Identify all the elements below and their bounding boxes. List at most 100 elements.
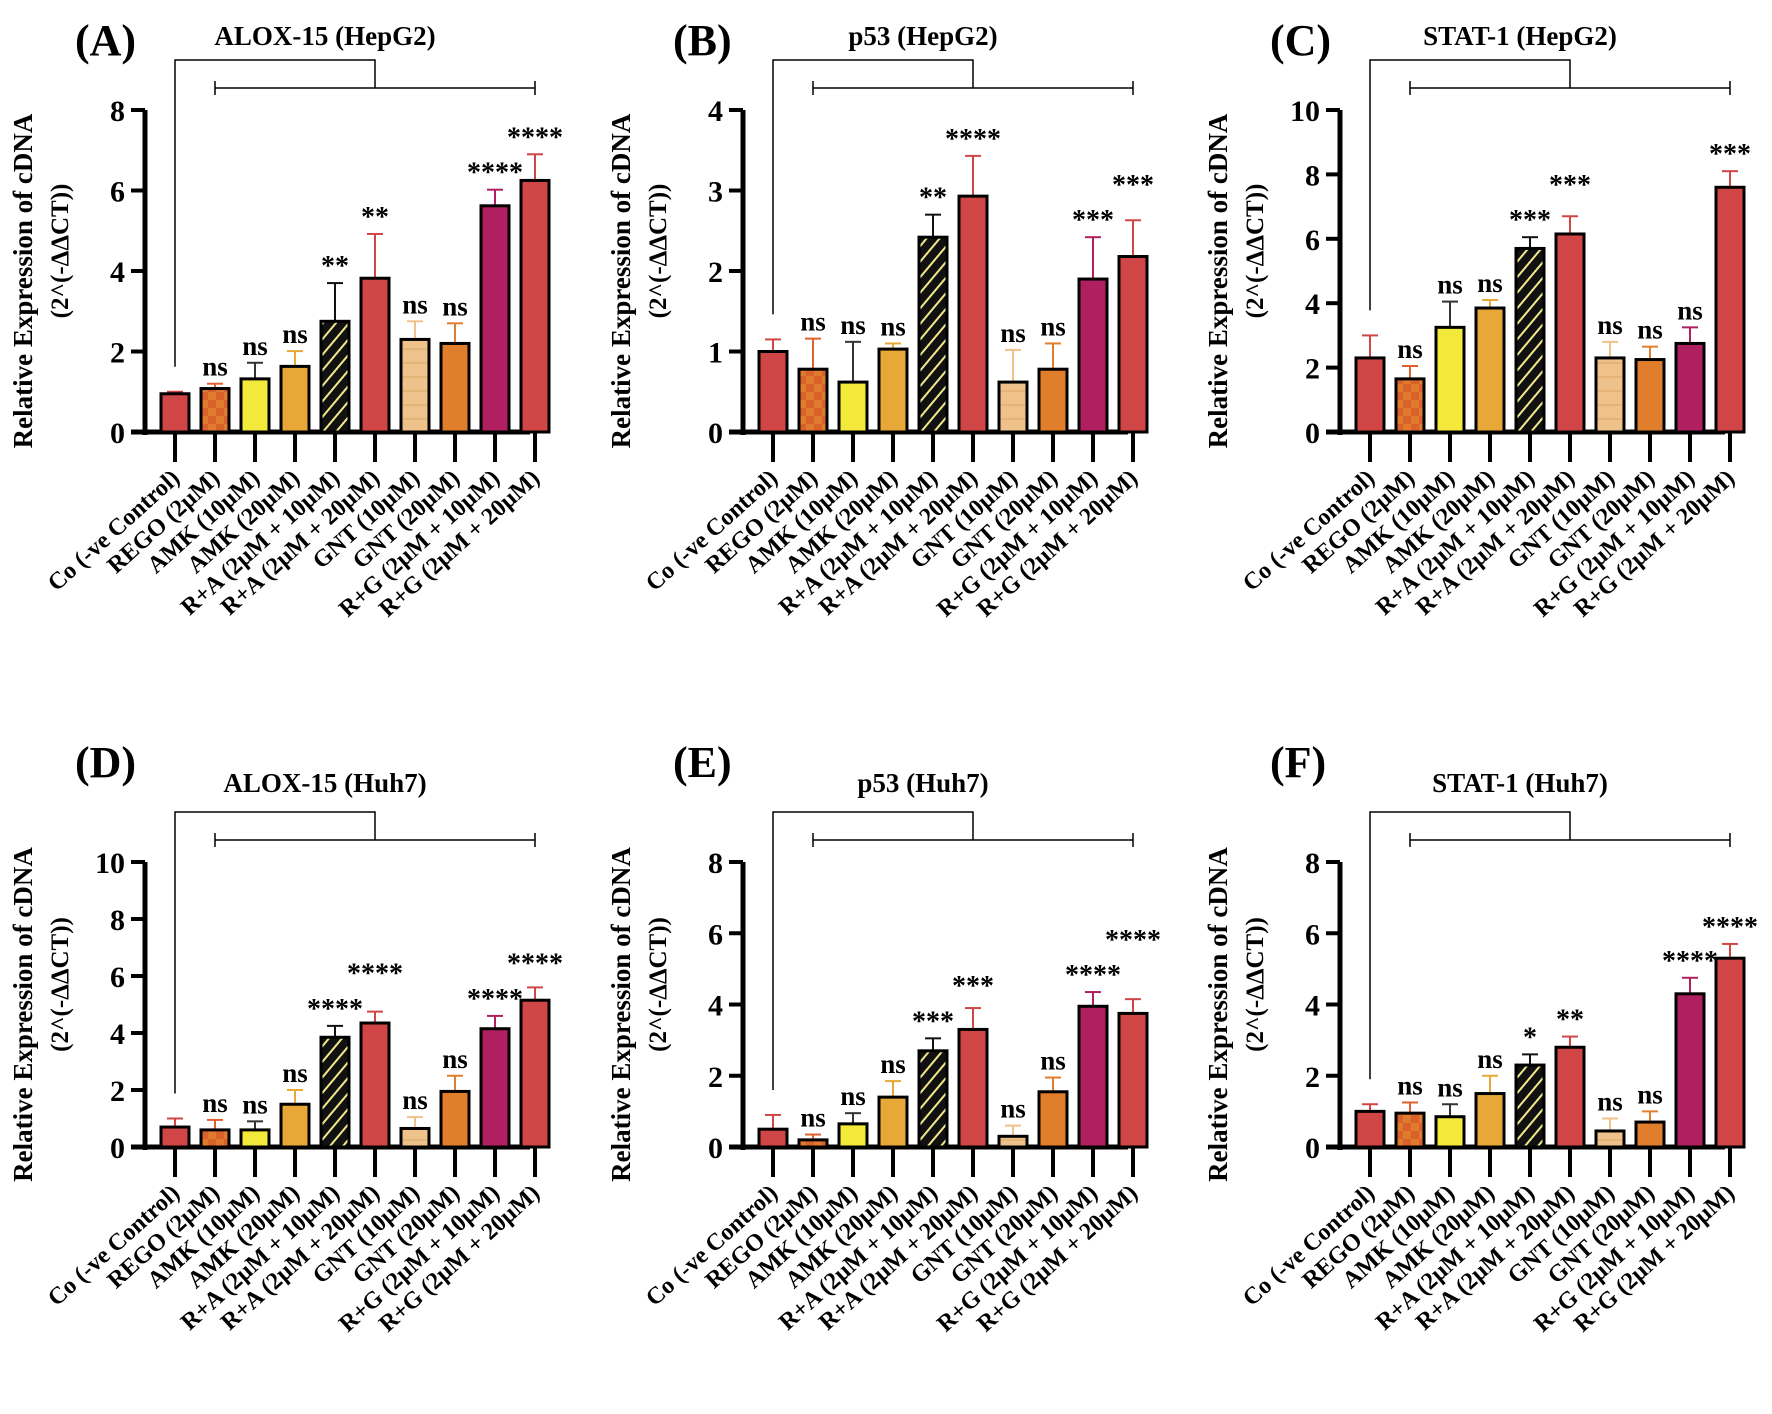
y-tick-label: 2 xyxy=(1305,1061,1320,1094)
chart-panel: (C) STAT-1 (HepG2) Relative Expression of … xyxy=(1203,16,1751,622)
bar xyxy=(1037,1090,1069,1149)
significance-label: ns xyxy=(442,1044,468,1074)
significance-label: *** xyxy=(1709,139,1751,170)
bar xyxy=(837,1122,869,1149)
bar xyxy=(917,235,949,434)
significance-label: *** xyxy=(1549,170,1591,201)
bar xyxy=(797,1138,829,1149)
significance-label: ns xyxy=(800,307,826,337)
significance-label: **** xyxy=(1105,925,1161,956)
bar xyxy=(837,380,869,434)
significance-label: ns xyxy=(1040,311,1066,341)
chart-panel: (D) ALOX-15 (Huh7) Relative Expression of … xyxy=(8,738,563,1337)
chart-panel: (B) p53 (HepG2) Relative Expression of cDN… xyxy=(606,16,1154,622)
y-tick-label: 8 xyxy=(110,904,125,937)
significance-label: ** xyxy=(361,202,389,233)
chart-title: p53 (Huh7) xyxy=(857,768,988,798)
significance-label: **** xyxy=(507,949,563,980)
bar xyxy=(1714,956,1746,1149)
y-axis-label: Relative Expression of cDNA xyxy=(606,847,636,1182)
y-axis-label: Relative Expression of cDNA xyxy=(1203,113,1233,448)
y-axis-label-2: (2^(-ΔΔCT)) xyxy=(47,917,74,1052)
bar xyxy=(877,347,909,434)
bar xyxy=(1514,246,1546,434)
y-tick-label: 0 xyxy=(1305,417,1320,450)
bar xyxy=(1117,1011,1149,1149)
bar xyxy=(957,194,989,434)
significance-label: *** xyxy=(912,1006,954,1037)
bar xyxy=(1674,992,1706,1149)
bar xyxy=(439,1089,471,1149)
y-axis-label: Relative Expression of cDNA xyxy=(606,113,636,448)
comparison-bracket xyxy=(174,811,376,1094)
significance-label: ns xyxy=(282,1058,308,1088)
y-tick-label: 2 xyxy=(110,337,125,370)
significance-label: **** xyxy=(1702,912,1758,943)
bar xyxy=(1077,277,1109,434)
panel-label: (B) xyxy=(673,16,732,65)
y-tick-label: 6 xyxy=(110,961,125,994)
significance-label: **** xyxy=(945,124,1001,155)
comparison-bracket xyxy=(772,811,974,1090)
significance-label: *** xyxy=(1112,170,1154,201)
bar xyxy=(399,337,431,434)
comparison-bracket xyxy=(1369,59,1571,311)
bar xyxy=(917,1049,949,1149)
bar xyxy=(1554,232,1586,434)
y-tick-label: 8 xyxy=(1305,159,1320,192)
significance-label: *** xyxy=(1509,205,1551,236)
y-tick-label: 0 xyxy=(110,1132,125,1165)
significance-label: ns xyxy=(1637,315,1663,345)
y-tick-label: 6 xyxy=(110,176,125,209)
bar xyxy=(997,380,1029,434)
bar xyxy=(239,1128,271,1149)
bar xyxy=(359,276,391,434)
significance-label: ** xyxy=(1556,1005,1584,1036)
y-axis-label-2: (2^(-ΔΔCT)) xyxy=(645,917,672,1052)
bar xyxy=(199,387,231,434)
significance-label: ns xyxy=(840,1081,866,1111)
bar xyxy=(279,1102,311,1149)
y-tick-label: 2 xyxy=(110,1075,125,1108)
chart-panel: (E) p53 (Huh7) Relative Expression of cDNA… xyxy=(606,738,1161,1337)
bar xyxy=(159,392,191,434)
y-tick-label: 2 xyxy=(1305,353,1320,386)
y-axis-label-2: (2^(-ΔΔCT)) xyxy=(645,184,672,319)
y-axis-label: Relative Expression of cDNA xyxy=(1203,847,1233,1182)
panel-label: (E) xyxy=(673,738,732,787)
chart-title: ALOX-15 (HepG2) xyxy=(214,21,435,51)
y-tick-label: 4 xyxy=(110,256,125,289)
bar xyxy=(279,364,311,434)
bar xyxy=(479,1027,511,1149)
comparison-bracket xyxy=(1369,811,1571,1080)
bar xyxy=(359,1021,391,1149)
y-tick-label: 6 xyxy=(708,918,723,951)
y-axis-label-2: (2^(-ΔΔCT)) xyxy=(1242,917,1269,1052)
bar xyxy=(757,1127,789,1149)
y-tick-label: 4 xyxy=(110,1018,125,1051)
significance-label: ** xyxy=(919,183,947,214)
y-tick-label: 8 xyxy=(1305,847,1320,880)
significance-label: **** xyxy=(1065,960,1121,991)
bar xyxy=(399,1126,431,1149)
bar xyxy=(1354,356,1386,434)
bar xyxy=(1474,306,1506,434)
y-tick-label: 4 xyxy=(708,990,723,1023)
significance-label: ns xyxy=(1000,318,1026,348)
bar xyxy=(1674,341,1706,434)
significance-label: ns xyxy=(202,352,228,382)
bar xyxy=(519,178,551,434)
chart-panel: (F) STAT-1 (Huh7) Relative Expression of c… xyxy=(1203,738,1758,1337)
bar xyxy=(1634,358,1666,434)
significance-label: ns xyxy=(840,310,866,340)
significance-label: *** xyxy=(952,971,994,1002)
y-tick-label: 4 xyxy=(708,95,723,128)
significance-label: ns xyxy=(880,311,906,341)
bar xyxy=(1037,367,1069,434)
y-axis-label: Relative Expression of cDNA xyxy=(8,113,38,448)
y-axis-label-2: (2^(-ΔΔCT)) xyxy=(47,184,74,319)
bar xyxy=(1514,1063,1546,1149)
bar xyxy=(1434,1115,1466,1149)
significance-label: ns xyxy=(880,1049,906,1079)
